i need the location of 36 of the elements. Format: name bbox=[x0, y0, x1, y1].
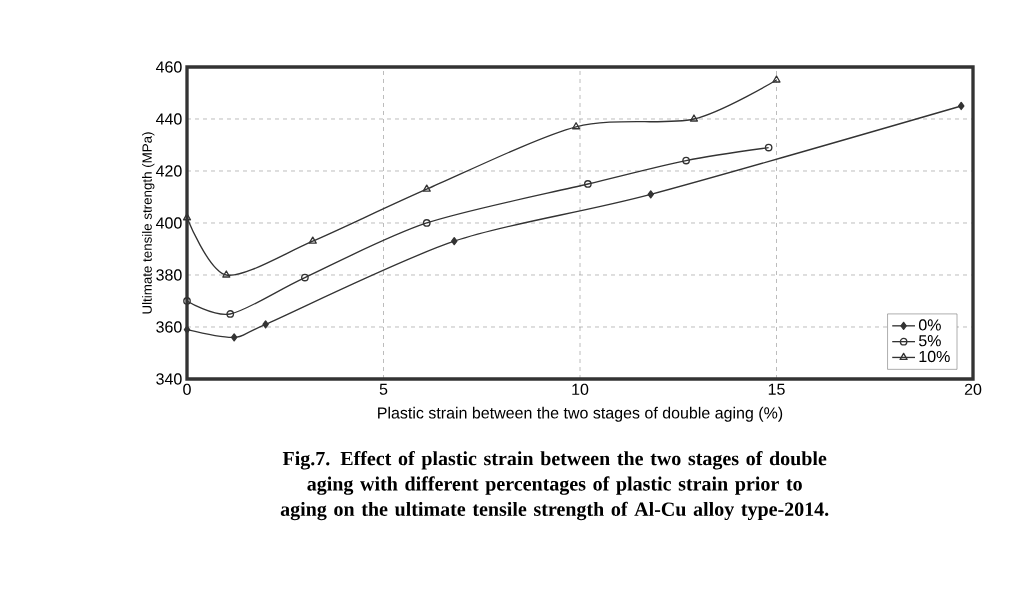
x-tick-label: 20 bbox=[964, 383, 982, 396]
legend-label: 10% bbox=[919, 350, 950, 363]
point bbox=[183, 325, 191, 334]
point bbox=[450, 237, 458, 246]
y-tick-label: 440 bbox=[155, 113, 182, 125]
point bbox=[230, 333, 238, 342]
y-tick-label: 340 bbox=[156, 373, 182, 385]
legend-label: 0% bbox=[918, 319, 941, 331]
point bbox=[689, 114, 699, 122]
x-axis-title: Plastic strain between the two stages of double aging (%) bbox=[378, 406, 783, 422]
point bbox=[647, 190, 655, 199]
y-tick-label: 460 bbox=[155, 61, 182, 73]
point bbox=[182, 213, 192, 221]
y-tick-label: 420 bbox=[155, 165, 182, 177]
point bbox=[301, 273, 309, 282]
point bbox=[772, 75, 781, 83]
point bbox=[682, 156, 690, 165]
point bbox=[422, 184, 431, 192]
x-tick-label: 5 bbox=[379, 383, 388, 395]
point bbox=[222, 270, 231, 278]
legend-label: 5% bbox=[918, 335, 941, 347]
y-tick-label: 400 bbox=[155, 217, 182, 229]
point bbox=[262, 320, 269, 329]
point bbox=[422, 219, 431, 227]
y-axis-title: Ultimate tensile strength (MPa) bbox=[142, 132, 155, 314]
x-tick-label: 15 bbox=[768, 383, 785, 395]
x-tick-label: 10 bbox=[572, 383, 589, 396]
point bbox=[957, 101, 965, 111]
x-tick-label: 0 bbox=[183, 383, 191, 396]
y-tick-label: 380 bbox=[156, 269, 182, 281]
point bbox=[583, 180, 592, 188]
text: Fig.7. Effect of plastic strain between the two stages of double aging with different percentages of plastic strain prior to aging on the ultimate tensile strength of Al-Cu alloy type-2014. bbox=[280, 451, 829, 521]
point bbox=[571, 122, 581, 130]
point bbox=[226, 310, 235, 318]
point bbox=[308, 236, 317, 244]
y-tick-label: 360 bbox=[156, 321, 182, 333]
